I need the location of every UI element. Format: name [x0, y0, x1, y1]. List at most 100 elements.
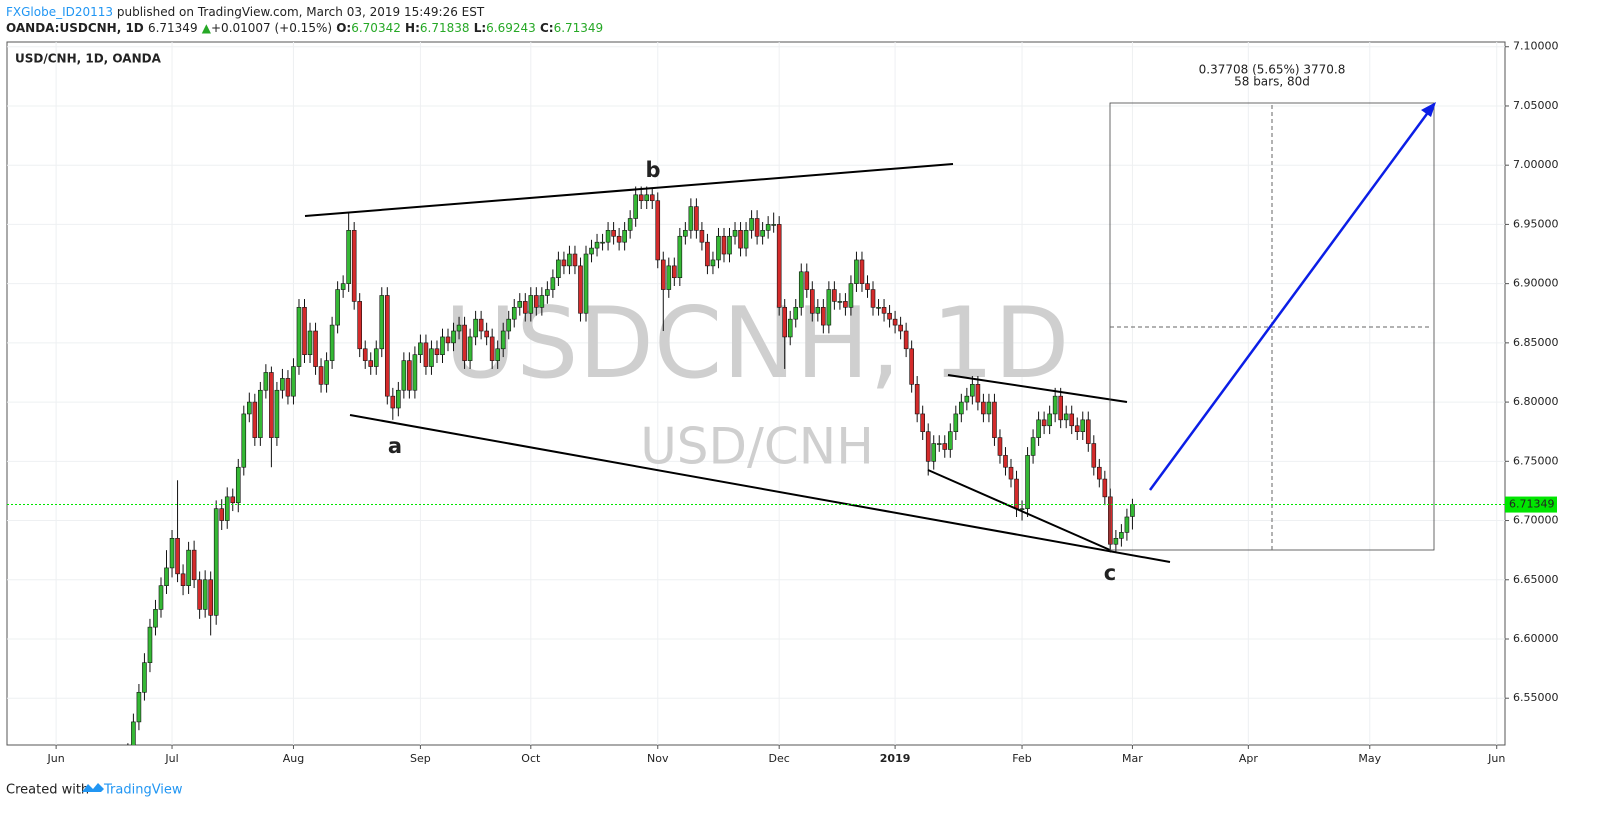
change: +0.01007 (+0.15%) [211, 21, 332, 35]
candle-body [876, 307, 881, 309]
candle-body [666, 265, 672, 290]
candle-body [164, 567, 169, 586]
candle-body [699, 230, 705, 243]
x-tick-label: Nov [647, 752, 669, 765]
candle-body [881, 307, 887, 314]
candle-body [191, 549, 197, 581]
candle-body [1130, 504, 1135, 517]
x-tick-label: May [1358, 752, 1381, 765]
x-tick-label: Jun [1487, 752, 1505, 765]
candle-body [981, 401, 986, 415]
trend-line [304, 163, 954, 217]
candle-body [732, 230, 738, 237]
candle-body [760, 230, 765, 237]
candle-body [1052, 395, 1058, 415]
candle-body [660, 259, 666, 290]
candle-body [351, 230, 357, 302]
candle-body [959, 401, 964, 415]
open-value: 6.70342 [351, 21, 401, 35]
candle-body [324, 360, 329, 385]
candle-body [208, 579, 213, 616]
candle-body [131, 721, 136, 745]
candle-body [346, 230, 351, 284]
candle-body [445, 336, 451, 344]
candle-body [517, 301, 523, 308]
candle-body [158, 585, 164, 610]
y-tick-label: 6.90000 [1513, 277, 1559, 290]
candle-body [947, 431, 953, 450]
candle-body [600, 241, 605, 244]
candle-body [142, 662, 147, 693]
candle-body [418, 342, 423, 356]
candle-body [771, 224, 776, 226]
candle-body [302, 307, 307, 356]
candle-body [274, 389, 280, 438]
candle-body [489, 336, 495, 361]
candle-body [213, 508, 219, 616]
candle-body [1008, 466, 1014, 480]
up-arrow: ▲ [202, 21, 212, 35]
y-tick-label: 6.95000 [1513, 217, 1559, 230]
wave-label: b [645, 158, 660, 182]
candle-body [1097, 466, 1102, 480]
candle-body [738, 230, 743, 249]
candle-body [782, 307, 788, 338]
y-tick-label: 6.65000 [1513, 573, 1559, 586]
candle-body [329, 324, 335, 361]
candle-body [865, 283, 870, 290]
high-value: 6.71838 [420, 21, 470, 35]
candle-body [589, 247, 594, 255]
candle-body [611, 230, 616, 237]
candle-body [495, 348, 500, 361]
candle-body [677, 235, 683, 279]
candle-body [528, 295, 534, 314]
candle-body [423, 342, 429, 367]
y-tick-label: 6.80000 [1513, 395, 1559, 408]
x-tick-label: Aug [283, 752, 304, 765]
footer-brand[interactable]: TradingView [103, 783, 183, 798]
candle-body [1019, 508, 1025, 510]
candle-body [1113, 538, 1119, 545]
author-link[interactable]: FXGlobe_ID20113 [6, 5, 113, 19]
candle-body [440, 336, 445, 356]
x-tick-label: Feb [1012, 752, 1031, 765]
candle-body [379, 295, 385, 350]
x-tick-label: 2019 [880, 752, 911, 765]
candle-body [644, 194, 650, 202]
candle-body [953, 413, 959, 433]
candle-body [578, 265, 583, 314]
candle-body [478, 318, 484, 332]
candle-body [291, 366, 296, 397]
candle-body [484, 330, 489, 338]
low-value: 6.69243 [486, 21, 536, 35]
close-value: 6.71349 [554, 21, 604, 35]
published-text: published on TradingView.com, March 03, … [113, 5, 485, 19]
watermark: USDCNH, 1D [445, 287, 1070, 401]
legend: USD/CNH, 1D, OANDA [15, 52, 162, 66]
x-tick-label: Sep [410, 752, 431, 765]
candle-body [373, 348, 379, 367]
candle-body [892, 318, 898, 326]
candle-body [556, 259, 561, 279]
candle-body [655, 200, 661, 261]
candle-body [412, 354, 418, 391]
candle-body [401, 360, 407, 391]
candle-body [832, 289, 837, 302]
y-tick-label: 6.70000 [1513, 514, 1559, 527]
candle-body [285, 378, 291, 397]
candle-body [672, 265, 677, 279]
candle-body [169, 538, 175, 569]
open-label: O: [336, 21, 351, 35]
last-price-label: 6.71349 [1509, 498, 1555, 511]
candle-body [511, 307, 517, 320]
candle-body [567, 253, 572, 267]
candle-body [522, 301, 528, 314]
candle-body [263, 372, 269, 391]
candle-body [241, 413, 247, 468]
candle-body [1058, 395, 1063, 421]
candle-body [136, 691, 142, 723]
candle-body [804, 271, 810, 290]
candle-body [970, 384, 975, 397]
candle-body [743, 230, 749, 249]
low-label: L: [474, 21, 486, 35]
